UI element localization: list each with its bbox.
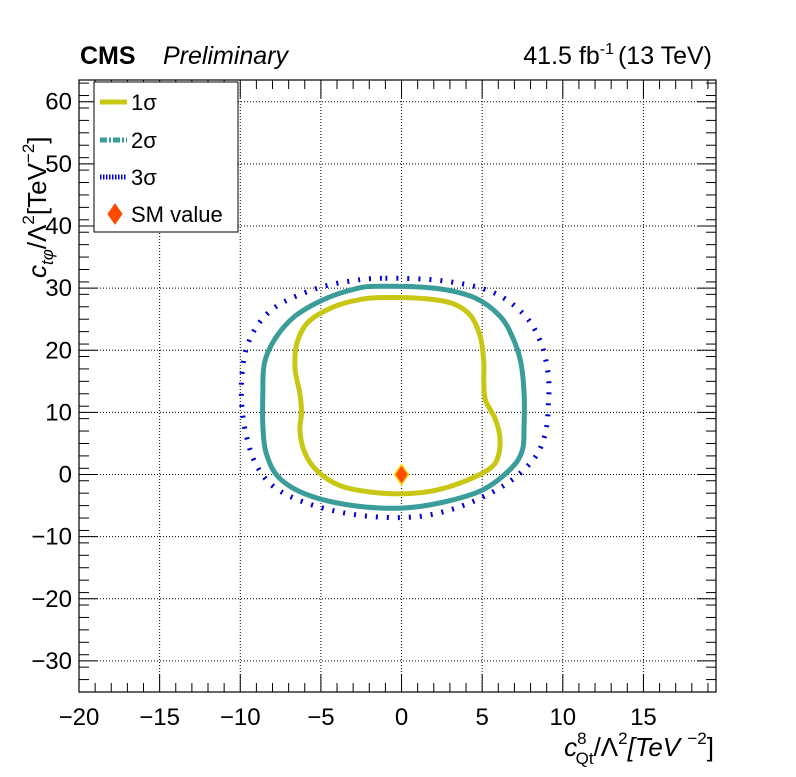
x-tick-label: −10 [220, 704, 261, 731]
legend-label: 1σ [131, 90, 157, 115]
axis-tick-labels: −20 −15 −10 −5 0 5 10 15 −30 −20 −10 0 10 20 30 40 50 60 [31, 89, 657, 731]
contour-3sigma [238, 275, 552, 521]
y-tick-label: −20 [31, 586, 72, 613]
y-tick-label: 0 [59, 462, 72, 489]
y-tick-label: 40 [45, 213, 72, 240]
luminosity-label: 41.5 fb-1 (13 TeV) [523, 41, 712, 70]
x-tick-label: 15 [630, 704, 657, 731]
y-tick-label: −10 [31, 524, 72, 551]
y-tick-label: 10 [45, 399, 72, 426]
contour-series [238, 275, 552, 521]
legend-entry: 3σ [100, 165, 157, 190]
x-tick-label: 10 [549, 704, 576, 731]
sm-value-marker [393, 463, 410, 486]
legend-entry: SM value [107, 202, 223, 227]
legend-marker [107, 203, 123, 225]
x-tick-label: −20 [59, 704, 100, 731]
cms-label: CMS [80, 42, 136, 70]
contour-2sigma [260, 283, 527, 511]
y-tick-label: −30 [31, 648, 72, 675]
x-axis-title: c8 Qt/Λ2[TeV −2] [564, 729, 714, 768]
contour-1sigma [292, 294, 503, 497]
legend-entry: 2σ [100, 128, 157, 153]
legend: 1σ 2σ 3σ SM value [93, 81, 239, 233]
legend-label: 2σ [131, 128, 157, 153]
preliminary-label: Preliminary [163, 42, 290, 70]
x-tick-label: −5 [307, 704, 334, 731]
sm-marker-layer [393, 463, 410, 486]
legend-label: SM value [131, 202, 223, 227]
x-tick-label: −15 [139, 704, 180, 731]
legend-label: 3σ [131, 165, 157, 190]
y-axis-title: ctφ/Λ2[TeV−2] [19, 136, 57, 278]
y-tick-label: 50 [45, 151, 72, 178]
x-tick-label: 0 [395, 704, 408, 731]
legend-entry: 1σ [100, 90, 157, 115]
legend-box [93, 81, 239, 233]
y-tick-label: 20 [45, 337, 72, 364]
y-tick-label: 60 [45, 89, 72, 116]
plot-frame [78, 79, 717, 693]
y-tick-label: 30 [45, 275, 72, 302]
x-tick-label: 5 [475, 704, 488, 731]
